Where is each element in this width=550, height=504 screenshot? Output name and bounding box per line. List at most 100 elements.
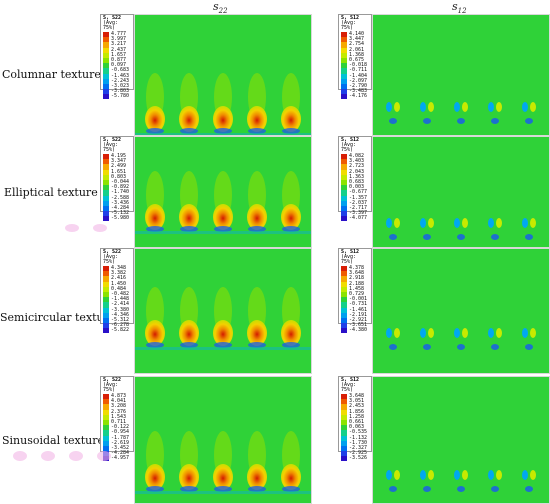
row-label-sinusoidal: Sinusoidal texture — [2, 434, 105, 447]
legend-color-swatch — [341, 94, 347, 100]
legend-title: S, S12 — [341, 15, 360, 21]
legend-color-swatch — [103, 57, 109, 64]
shear-tail — [423, 344, 431, 350]
legend-value: 3.208 — [111, 403, 127, 410]
legend-color-swatch — [341, 430, 347, 436]
legend-color-swatch — [341, 404, 347, 410]
stress-concentration — [213, 106, 233, 132]
ghost-blob — [93, 224, 107, 232]
legend-color-swatch — [103, 307, 109, 313]
legend-value: 3.051 — [349, 398, 365, 405]
legend-color-swatch — [341, 47, 347, 53]
legend-value: 0.729 — [349, 290, 365, 297]
shear-tail — [423, 486, 431, 492]
legend-color-swatch — [341, 425, 347, 431]
legend-color-swatch — [103, 271, 109, 277]
legend-color-swatch — [103, 404, 109, 410]
legend-value: 2.061 — [349, 46, 365, 53]
shear-lobe-positive — [428, 218, 434, 228]
shear-lobe-positive — [530, 102, 536, 112]
legend-color-bar — [341, 32, 347, 100]
compression-zone — [282, 342, 300, 348]
stress-concentration — [281, 204, 301, 230]
legend-value: 3.403 — [349, 158, 365, 165]
shear-lobe-positive — [394, 470, 400, 480]
stress-concentration — [145, 106, 165, 132]
legend-sinusoidal-s12: S, S12 (Avg: 75%) 3.648 3.051 2.453 1.856 1.25… — [338, 376, 372, 462]
legend-value: 2.376 — [111, 408, 127, 415]
legend-value: -3.436 — [111, 199, 130, 206]
legend-value: -0.683 — [111, 67, 130, 74]
legend-color-swatch — [103, 94, 109, 100]
legend-value: -2.921 — [349, 316, 368, 323]
legend-color-bar — [341, 394, 347, 462]
legend-color-swatch — [341, 419, 347, 426]
shear-lobe-negative — [522, 218, 528, 228]
legend-value: -4.380 — [349, 327, 368, 334]
legend-value: -0.954 — [111, 429, 130, 436]
legend-color-swatch — [103, 445, 109, 452]
legend-color-swatch — [103, 154, 109, 160]
legend-averaging: (Avg: 75%) — [103, 382, 119, 393]
shear-tail — [491, 344, 499, 350]
shear-tail — [457, 486, 465, 492]
legend-value: 0.877 — [111, 56, 127, 63]
legend-color-swatch — [341, 169, 347, 175]
shear-lobe-positive — [394, 102, 400, 112]
legend-color-swatch — [341, 276, 347, 282]
legend-color-swatch — [341, 37, 347, 43]
legend-title: S, S22 — [103, 137, 122, 143]
shear-lobe-negative — [420, 328, 426, 338]
legend-color-swatch — [341, 281, 347, 287]
shear-tail — [491, 118, 499, 124]
legend-value: 0.003 — [349, 184, 365, 191]
compression-zone — [214, 486, 232, 492]
legend-color-swatch — [341, 200, 347, 206]
legend-value: 2.188 — [349, 280, 365, 287]
legend-color-bar — [341, 266, 347, 334]
shear-lobe-negative — [386, 470, 392, 480]
stress-concentration — [247, 320, 267, 346]
legend-color-swatch — [103, 302, 109, 308]
interface-band — [135, 491, 311, 494]
legend-value: 0.803 — [111, 173, 127, 180]
legend-value: 3.447 — [349, 36, 365, 43]
shear-lobe-positive — [530, 470, 536, 480]
legend-value: -2.191 — [349, 311, 368, 318]
legend-color-swatch — [341, 317, 347, 324]
legend-value: 0.063 — [349, 424, 365, 431]
legend-color-swatch — [103, 83, 109, 90]
legend-color-swatch — [103, 179, 109, 186]
shear-lobe-negative — [454, 328, 460, 338]
legend-value: 0.711 — [111, 418, 127, 425]
legend-value: -0.892 — [111, 184, 130, 191]
legend-value: -3.526 — [349, 455, 368, 462]
legend-color-swatch — [103, 425, 109, 431]
legend-color-swatch — [341, 302, 347, 308]
legend-elliptical-s22: S, S22 (Avg: 75%) 4.195 3.347 2.499 1.651 0.80… — [100, 136, 134, 222]
shear-lobe-negative — [488, 218, 494, 228]
legend-value: -3.803 — [111, 88, 130, 95]
stress-concentration — [247, 464, 267, 490]
compression-zone — [146, 486, 164, 492]
legend-color-swatch — [341, 297, 347, 303]
compression-zone — [282, 128, 300, 134]
legend-color-swatch — [341, 190, 347, 196]
legend-color-swatch — [103, 394, 109, 400]
legend-color-swatch — [103, 276, 109, 282]
legend-columnar-s12: S, S12 (Avg: 75%) 4.140 3.447 2.754 2.061 1.36… — [338, 14, 372, 100]
ghost-blob — [65, 224, 79, 232]
column-header-s22-symbol: s — [213, 0, 219, 13]
legend-value: 4.041 — [111, 398, 127, 405]
row-label-elliptical: Elliptical texture — [4, 186, 98, 199]
shear-tail — [525, 234, 533, 240]
legend-value: 2.723 — [349, 163, 365, 170]
shear-lobe-positive — [530, 218, 536, 228]
interface-band — [135, 231, 311, 234]
stress-concentration — [213, 464, 233, 490]
shear-lobe-negative — [488, 470, 494, 480]
legend-value: 2.754 — [349, 41, 365, 48]
legend-color-swatch — [341, 179, 347, 186]
legend-color-swatch — [103, 169, 109, 175]
